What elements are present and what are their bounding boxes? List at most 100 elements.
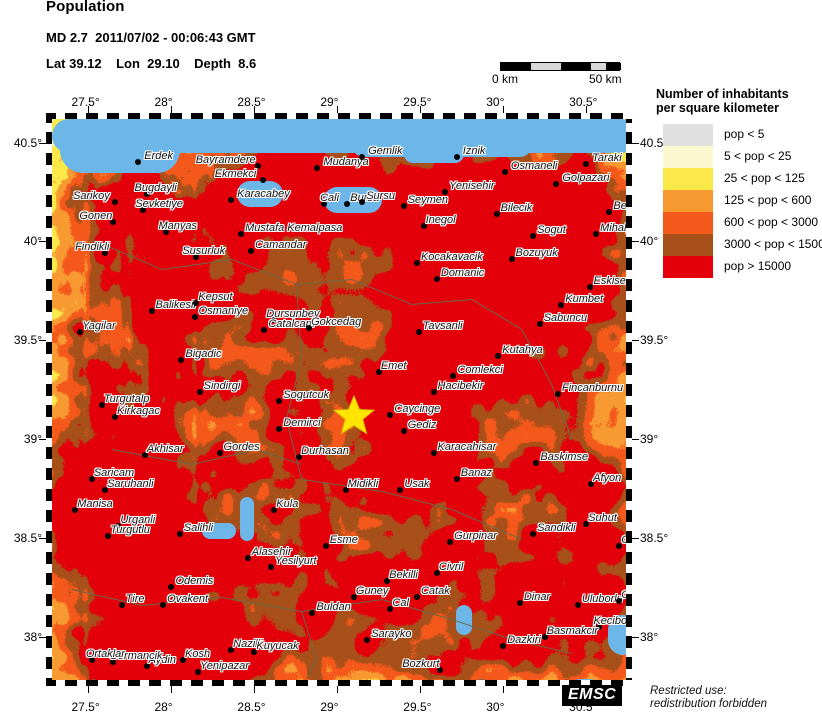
city-dot-icon	[72, 507, 79, 514]
legend-item: pop < 5	[656, 124, 822, 146]
city-label: Midikli	[347, 478, 379, 491]
frame-dash	[46, 627, 52, 636]
frame-dash	[46, 354, 52, 363]
frame-dash	[245, 113, 254, 119]
city-label: Aydin	[148, 654, 176, 667]
frame-dash	[329, 680, 338, 686]
city-label: Kumbet	[565, 292, 604, 305]
frame-dash	[46, 228, 52, 237]
city-label: Bilecik	[500, 201, 533, 214]
city-label: Inegol	[425, 213, 456, 226]
lon-tick	[420, 686, 422, 693]
city-dot-icon	[191, 313, 198, 320]
frame-dash	[46, 417, 52, 426]
lon-tick-label: 27.5°	[71, 700, 100, 714]
frame-dash	[626, 396, 632, 405]
city-label: Baskimse	[540, 450, 589, 463]
city-label: Gonen	[79, 209, 113, 222]
legend-item: pop > 15000	[656, 256, 822, 278]
city-dot-icon	[271, 507, 278, 514]
frame-dash	[413, 113, 422, 119]
lat-tick	[39, 241, 46, 243]
frame-dash	[77, 680, 86, 686]
frame-dash	[626, 312, 632, 321]
city-label: Guney	[355, 585, 389, 598]
city-dot-icon	[148, 307, 155, 314]
city-label: Sandikli	[537, 521, 576, 534]
frame-dash	[46, 606, 52, 615]
city-label: Bozkurt	[402, 658, 440, 671]
city-label: Taraki	[592, 152, 622, 165]
frame-dash	[46, 543, 52, 552]
city-dot-icon	[88, 657, 95, 664]
frame-dash	[371, 680, 380, 686]
city-dot-icon	[350, 594, 357, 601]
frame-dash	[77, 113, 86, 119]
lon-tick	[88, 686, 90, 693]
city-dot-icon	[143, 191, 150, 198]
city-dot-icon	[110, 659, 117, 666]
frame-dash	[626, 480, 632, 489]
page-title: Population	[46, 0, 125, 15]
city-dot-icon	[276, 398, 283, 405]
scale-bar-min-label: 0 km	[492, 72, 519, 86]
city-label: Yenisehir	[449, 180, 495, 193]
frame-dash	[140, 680, 149, 686]
city-dot-icon	[193, 254, 200, 261]
lat-tick	[39, 537, 46, 539]
usage-notice: Restricted use: redistribution forbidden	[650, 685, 767, 710]
city-dot-icon	[176, 530, 183, 537]
city-dot-icon	[115, 522, 122, 529]
frame-dash	[626, 606, 632, 615]
city-label: Sarayko	[371, 628, 412, 641]
frame-dash	[602, 680, 611, 686]
frame-dash	[140, 113, 149, 119]
lat-tick-label: 39°	[23, 432, 42, 446]
city-label: Mihalg	[600, 221, 632, 234]
frame-dash	[350, 113, 359, 119]
usage-notice-line1: Restricted use:	[650, 685, 727, 697]
frame-dash	[413, 680, 422, 686]
frame-dash	[46, 123, 52, 132]
city-label: Eskisehir	[593, 274, 632, 287]
city-label: Kirkagac	[117, 405, 160, 418]
city-label: Yenipazar	[199, 660, 249, 673]
lat-tick	[39, 636, 46, 638]
frame-dash	[626, 438, 632, 447]
city-label: Golpazari	[562, 172, 610, 185]
city-dot-icon	[88, 475, 95, 482]
city-dot-icon	[593, 230, 600, 237]
frame-dash	[626, 375, 632, 384]
city-dot-icon	[259, 177, 266, 184]
legend-panel: Number of inhabitants per square kilomet…	[656, 87, 822, 278]
frame-dash	[224, 680, 233, 686]
city-label: Sogut	[537, 223, 566, 236]
frame-dash	[434, 680, 443, 686]
frame-dash	[626, 228, 632, 237]
legend-swatch	[663, 256, 713, 278]
city-label: Mudanya	[323, 156, 369, 169]
frame-dash	[626, 648, 632, 657]
city-label: Karacahisar	[437, 440, 497, 453]
lat-tick-label: 38.5°	[13, 530, 42, 545]
frame-dash	[308, 680, 317, 686]
city-dot-icon	[541, 633, 548, 640]
city-label: Dinar	[523, 590, 551, 603]
city-dot-icon	[77, 329, 84, 336]
frame-dash	[626, 669, 632, 678]
frame-dash	[287, 113, 296, 119]
city-dot-icon	[583, 161, 590, 168]
city-label: Balikesir	[155, 298, 198, 311]
legend-items: pop < 5 5 < pop < 25 25 < pop < 125 125 < p…	[656, 124, 822, 278]
legend-label: pop > 15000	[724, 259, 792, 273]
frame-dash	[626, 564, 632, 573]
lon-tick-label: 29.5°	[403, 95, 432, 109]
legend-label: 25 < pop < 125	[724, 171, 805, 185]
population-map[interactable]: Erdek Bayramdere Ekmekci Mudanya Gemlik Iznik…	[46, 113, 632, 686]
city-label: Bozuyuk	[515, 247, 558, 260]
city-label: Basmakcir	[546, 624, 599, 637]
water-body	[240, 497, 254, 541]
city-dot-icon	[554, 390, 561, 397]
city-label: Sarikoy	[73, 189, 110, 202]
city-label: Bigadic	[185, 347, 222, 360]
